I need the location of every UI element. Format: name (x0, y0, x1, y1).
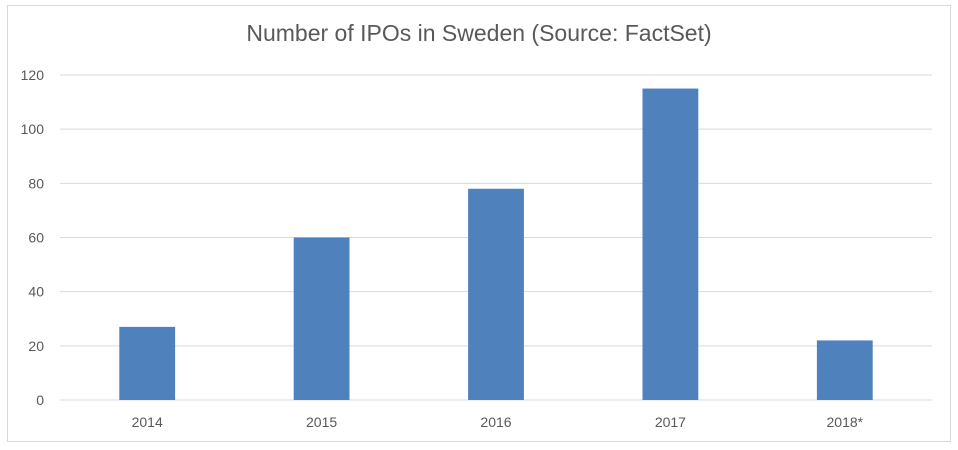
y-axis-ticks: 0 20 40 60 80 100 120 (21, 67, 45, 408)
y-tick-label: 120 (21, 67, 45, 83)
y-tick-label: 80 (28, 175, 44, 191)
bar-2015 (293, 237, 350, 400)
x-tick-label: 2018* (827, 414, 864, 430)
x-tick-label: 2014 (132, 414, 163, 430)
bar-2016 (468, 188, 524, 400)
y-tick-label: 0 (36, 392, 44, 408)
bar-2014 (119, 326, 176, 400)
y-tick-label: 100 (21, 121, 45, 137)
chart-title: Number of IPOs in Sweden (Source: FactSe… (246, 20, 712, 46)
y-tick-label: 40 (28, 284, 44, 300)
bar-2018 (816, 340, 873, 400)
y-tick-label: 60 (28, 230, 44, 246)
y-tick-label: 20 (28, 338, 44, 354)
bar-2017 (642, 88, 699, 401)
x-tick-label: 2017 (655, 414, 686, 430)
bars (119, 88, 873, 401)
x-tick-label: 2016 (480, 414, 511, 430)
x-tick-label: 2015 (306, 414, 337, 430)
x-axis-ticks: 2014 2015 2016 2017 2018* (132, 414, 864, 430)
